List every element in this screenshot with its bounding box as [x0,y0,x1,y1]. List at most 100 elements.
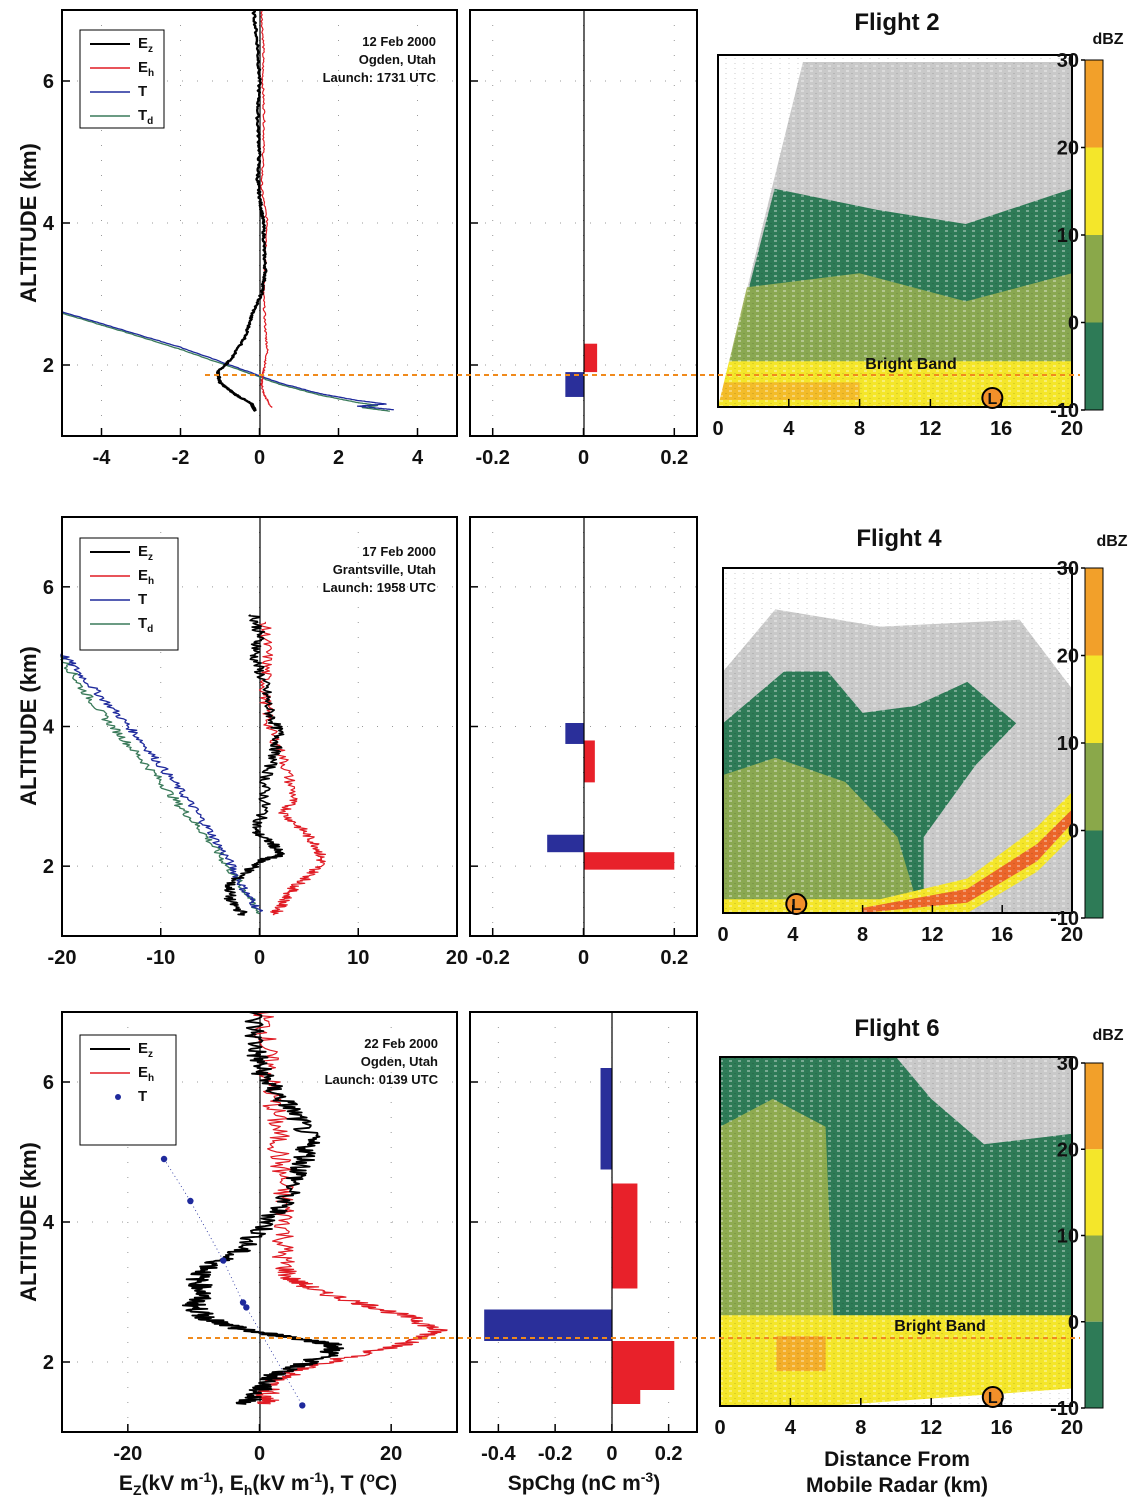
flight6-charge-xlabel: SpChg (nC m-3) [508,1469,660,1495]
flight6-radar-frame [719,1056,1073,1407]
flight2-charge-xtick-label-2: 0.2 [660,447,688,469]
flight2-legend-label-2: T [138,83,147,100]
flight2-profile-ytick-label-0: 2 [43,355,54,377]
flight2-radar-frame [717,54,1073,408]
flight2-radar-xtick-label-4: 16 [990,418,1012,440]
flight4-profile-ytick-label-1: 4 [43,717,55,739]
flight4-colorbar-label-2: 10 [1057,733,1079,755]
flight6-profile-temp-point-1 [187,1197,194,1205]
flight6-radar-xtick-label-1: 4 [785,1417,797,1439]
flight2-info-date: 12 Feb 2000 [362,34,436,49]
flight4-colorbar-label-0: 30 [1057,558,1079,580]
flight2-colorbar-segment-2 [1085,235,1103,323]
flight6-charge-xtick-label-0: -0.4 [481,1443,516,1465]
flight6-radar-texture [720,1057,1072,1406]
flight6-radar-xlabel-line1: Distance From [824,1448,970,1471]
flight4-charge-bar-3 [583,852,675,870]
flight2-charge-xtick-label-0: -0.2 [475,447,509,469]
flight6-profile-panel: -20 0 20 2 4 6 ALTITUDE (km) 22 Feb 2000 Ogd… [16,1011,458,1498]
flight4-charge-xtick-label-0: -0.2 [475,947,509,969]
flight6-profile-xtick-label-2: 20 [380,1443,402,1465]
flight4-charge-bar-0 [565,723,584,744]
flight2-radar-panel: Flight 2 Bright Band L 0 4 8 12 16 20 [712,9,1083,440]
flight6-profile-ytick-label-0: 2 [43,1352,54,1374]
flight6-legend-marker-2 [115,1094,121,1100]
flight6-profile-series [160,1011,448,1409]
flight6-charge-xtick-label-1: -0.2 [538,1443,572,1465]
flight6-charge-bar-2 [484,1309,612,1341]
flight6-radar-xlabel-line2: Mobile Radar (km) [806,1474,988,1497]
flight2-charge-bar-0 [565,372,584,397]
flight2-colorbar-label-1: 20 [1057,138,1079,160]
flight6-profile-temp-point-3 [239,1299,247,1306]
flight4-profile-xtick-label-0: -20 [48,947,77,969]
flight2-charge-bars [565,343,598,397]
flight6-colorbar-label-4: -10 [1050,1398,1079,1420]
flight2-radar-xtick-label-0: 0 [712,418,723,440]
flight6-radar-panel: Flight 6 Bright Band L 0 4 8 12 16 20 Distanc… [714,1015,1083,1497]
flight6-colorbar-segment-2 [1085,1235,1103,1322]
flight4-info-launch: Launch: 1958 UTC [323,580,437,595]
flight6-colorbar: dBZ 30 20 10 0 -10 [1050,1027,1124,1420]
flight6-info-date: 22 Feb 2000 [364,1036,438,1051]
flight6-colorbar-label-1: 20 [1057,1139,1079,1161]
flight6-charge-bar-3 [611,1341,675,1390]
flight6-info: 22 Feb 2000 Ogden, Utah Launch: 0139 UTC [325,1036,439,1087]
flight6-profile-ylabel: ALTITUDE (km) [16,1142,41,1302]
flight4-charge-bar-1 [583,740,595,783]
flight6-charge-bar-1 [611,1183,638,1289]
flight6-radar-xtick-label-4: 16 [990,1417,1012,1439]
flight6-colorbar-label-0: 30 [1057,1053,1079,1075]
flight4-profile-panel: -20 -10 0 10 20 2 4 6 ALTITUDE (km) 17 Feb 200… [16,516,468,969]
flight2-profile-series-Ez [216,9,268,412]
flight6-charge-panel: -0.4 -0.2 0 0.2 SpChg (nC m-3) [469,1011,698,1495]
flight6-colorbar-segment-0 [1085,1063,1103,1150]
flight4-profile-ylabel: ALTITUDE (km) [16,646,41,806]
flight2-profile-panel: -4 -2 0 2 4 2 4 6 ALTITUDE (km) 12 Feb 2000 Og… [16,9,458,469]
flight2-profile-xtick-label-3: 2 [333,447,344,469]
flight2-profile-xtick-label-0: -4 [93,447,112,469]
flight4-colorbar-segment-3 [1085,830,1103,918]
flight4-profile-series-Ez [223,614,285,916]
flight6-radar-layers [720,1057,1072,1406]
flight2-profile-xtick-label-2: 0 [254,447,265,469]
flight6-profile-temp-point-2 [220,1257,227,1264]
flight4-profile-xticks: -20 -10 0 10 20 [48,928,468,969]
flight4-profile-series-Eh [258,621,326,916]
flight2-colorbar-body: 30 20 10 0 -10 [1050,50,1104,422]
flight4-profile-ytick-label-2: 6 [43,577,54,599]
flight2-colorbar-label-4: -10 [1050,400,1079,422]
flight2-colorbar-label-0: 30 [1057,50,1079,72]
flight6-radar-xticks: 0 4 8 12 16 20 [714,1398,1083,1439]
flight4-radar-xtick-label-3: 12 [921,924,943,946]
flight2-colorbar-label: dBZ [1092,31,1123,48]
flight4-colorbar-segment-0 [1085,568,1103,656]
flight2-profile-ylabel: ALTITUDE (km) [16,143,41,303]
flight2-radar-xtick-label-2: 8 [854,418,865,440]
flight4-radar-frame [722,567,1073,914]
flight4-radar-xtick-label-2: 8 [857,924,868,946]
flight4-colorbar-label: dBZ [1096,533,1127,550]
flight6-launch-circle [981,1386,1004,1408]
flight4-profile-series-Td [60,656,260,915]
flight4-radar-xtick-label-4: 16 [991,924,1013,946]
flight4-info-site: Grantsville, Utah [333,562,436,577]
flight6-profile-xtick-label-1: 0 [254,1443,265,1465]
flight4-radar-xticks: 0 4 8 12 16 20 [717,905,1083,946]
flight6-bright-band-label: Bright Band [894,1318,986,1335]
flight2-colorbar-segment-1 [1085,147,1103,235]
flight4-launch-letter: L [791,897,801,914]
flight4-charge-bars [547,723,675,870]
flight6-info-launch: Launch: 0139 UTC [325,1072,439,1087]
flight4-profile-series [60,614,326,916]
flight6-charge-xtick-label-2: 0 [606,1443,617,1465]
flight6-radar-title: Flight 6 [854,1015,939,1042]
flight6-profile-temp-point-5 [299,1402,306,1409]
flight2-radar-texture [718,55,1072,407]
flight6-radar-xtick-label-3: 12 [920,1417,942,1439]
flight2-radar-layers [718,55,1072,407]
flight4-charge-panel: -0.2 0 0.2 [469,516,698,969]
